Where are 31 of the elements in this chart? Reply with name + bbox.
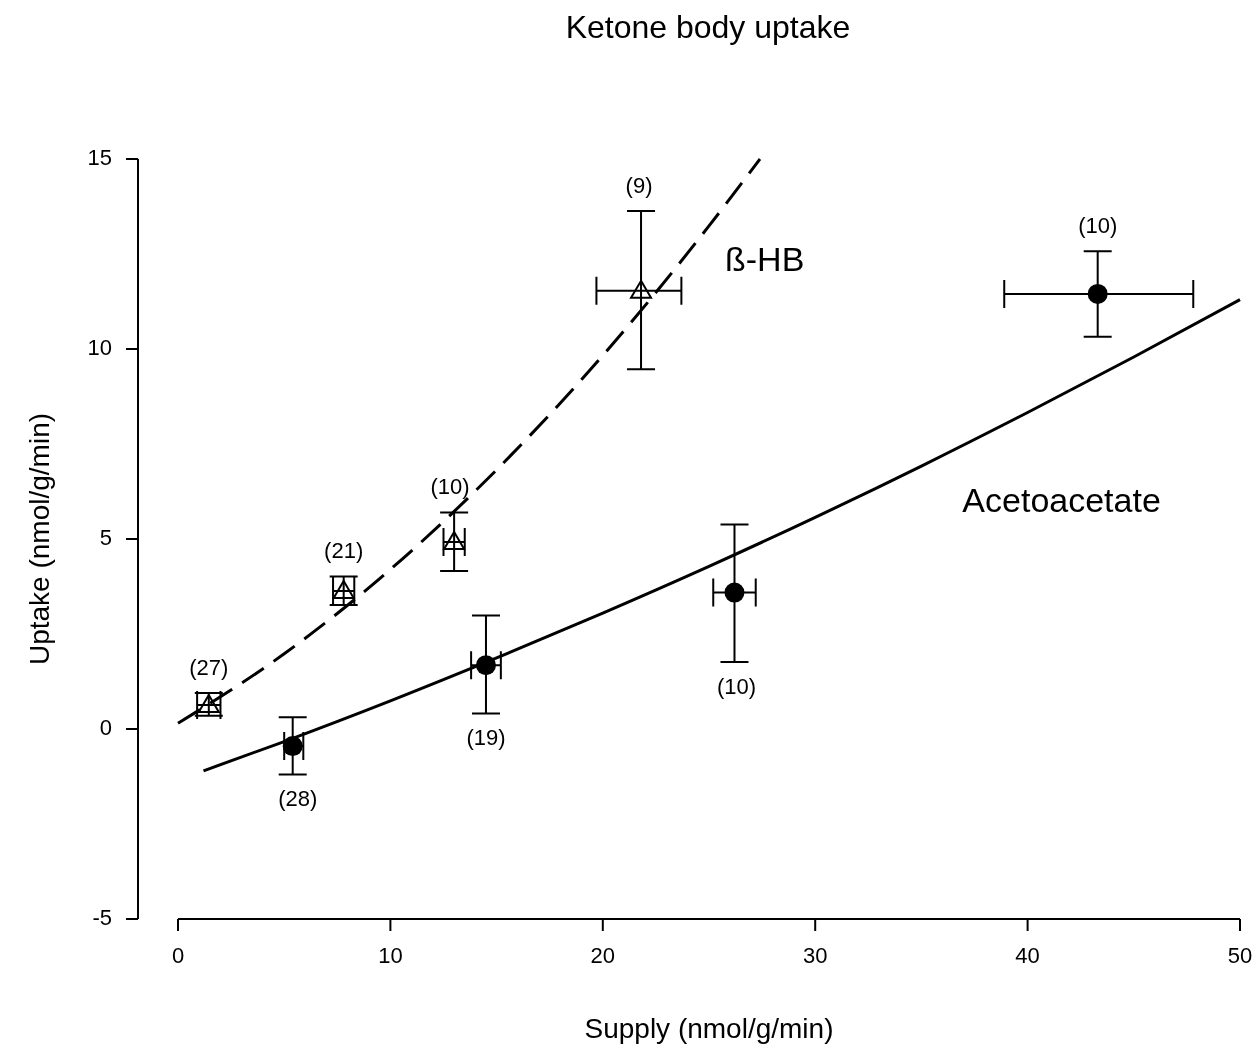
point [443, 531, 466, 551]
series-label: Acetoacetate [962, 481, 1161, 520]
annotation: (21) [324, 538, 364, 564]
point [724, 582, 745, 603]
x-tick-label: 30 [802, 943, 828, 968]
y-tick-label: 15 [87, 144, 112, 170]
point [332, 580, 355, 600]
chart-title: Ketone body uptake [565, 9, 851, 45]
point [282, 736, 303, 757]
x-tick-label: 0 [171, 943, 185, 968]
x-tick-label: 20 [590, 943, 616, 968]
y-tick-label: -5 [92, 904, 112, 930]
annotation: (19) [466, 725, 506, 751]
x-axis-title: Supply (nmol/g/min) [584, 1013, 834, 1044]
x-tick-label: 40 [1015, 943, 1040, 968]
y-axis-title: Uptake (nmol/g/min) [24, 412, 56, 666]
series-label: ß-HB [725, 239, 805, 278]
x-tick-label: 50 [1227, 943, 1253, 968]
x-tick-label: 10 [378, 943, 403, 968]
y-tick-label: 0 [99, 714, 112, 740]
annotation: (27) [189, 654, 229, 680]
point [475, 655, 496, 676]
annotation: (10) [430, 474, 470, 500]
annotation: (28) [278, 786, 318, 812]
y-tick-label: 5 [99, 524, 112, 550]
annotation: (10) [1078, 213, 1118, 239]
annotation: (10) [716, 673, 757, 699]
y-tick-label: 10 [87, 334, 112, 360]
annotation: (9) [625, 172, 653, 198]
point [1087, 283, 1108, 304]
point [630, 279, 653, 299]
